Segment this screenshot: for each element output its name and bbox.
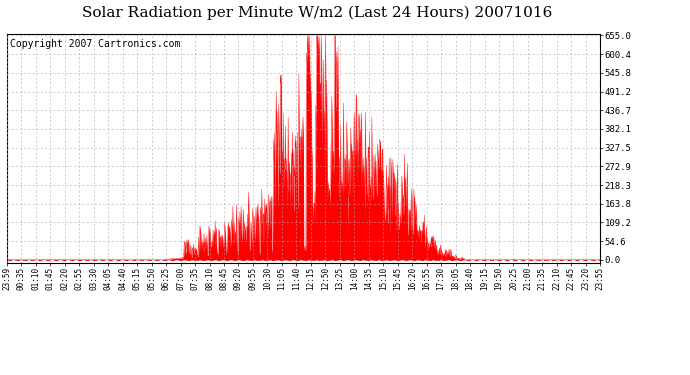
Text: Solar Radiation per Minute W/m2 (Last 24 Hours) 20071016: Solar Radiation per Minute W/m2 (Last 24… [82, 6, 553, 20]
Text: Copyright 2007 Cartronics.com: Copyright 2007 Cartronics.com [10, 39, 180, 50]
